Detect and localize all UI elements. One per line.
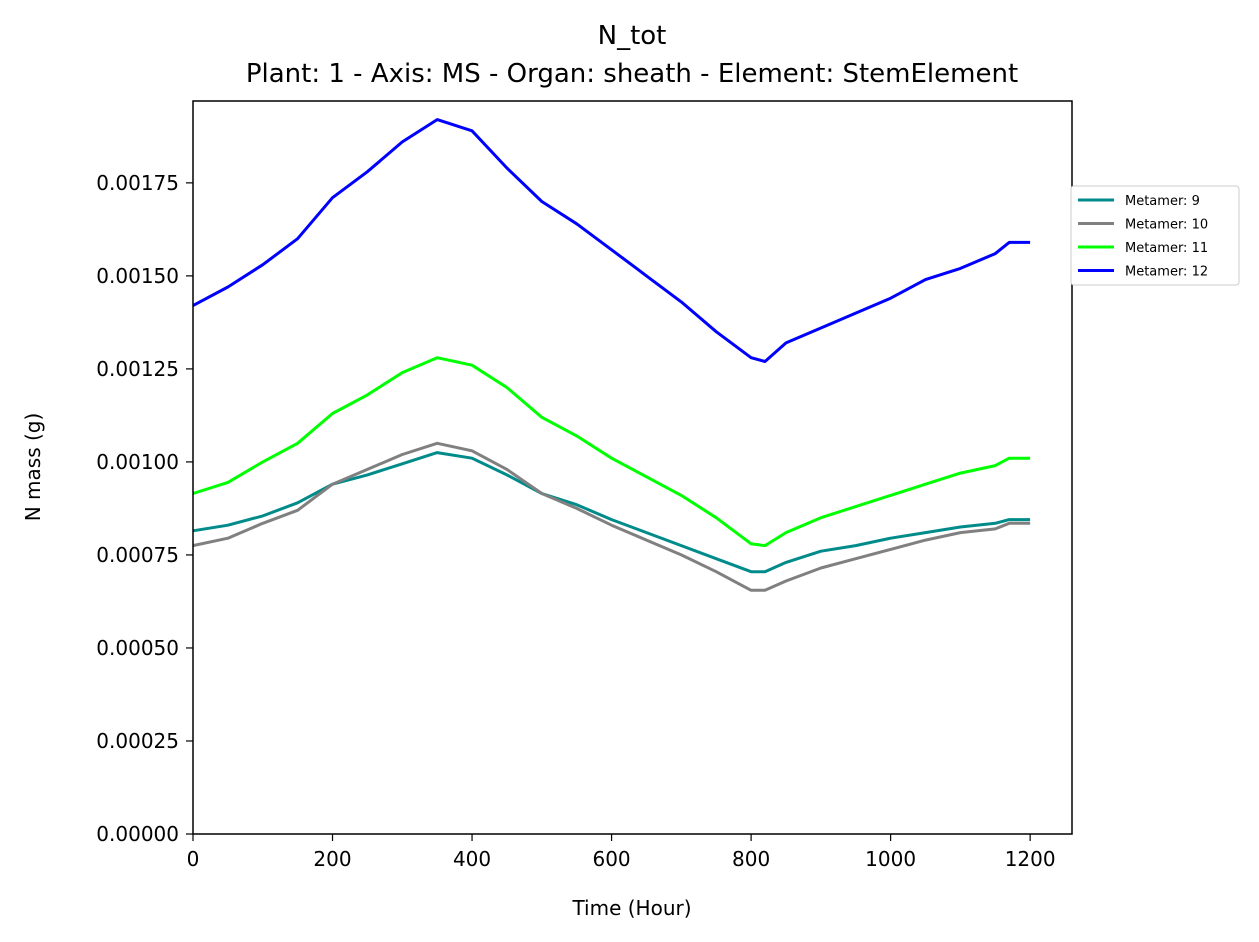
x-tick-label: 0 xyxy=(187,847,200,871)
chart-title: N_tot xyxy=(598,21,667,51)
x-axis-label: Time (Hour) xyxy=(571,896,691,920)
y-tick-label: 0.00150 xyxy=(96,264,179,288)
series-line-3 xyxy=(192,356,1031,548)
legend-label: Metamer: 11 xyxy=(1125,241,1208,256)
y-tick-label: 0.00000 xyxy=(96,822,179,846)
y-tick-label: 0.00050 xyxy=(96,636,179,660)
y-tick-label: 0.00075 xyxy=(96,543,179,567)
y-tick-label: 0.00125 xyxy=(96,357,179,381)
x-tick-label: 200 xyxy=(313,847,351,871)
chart-subtitle: Plant: 1 - Axis: MS - Organ: sheath - El… xyxy=(246,59,1018,89)
x-axis: 0 200 400 600 800 1000 1200 xyxy=(187,834,1056,871)
x-tick-label: 600 xyxy=(592,847,630,871)
series-line-2 xyxy=(192,441,1031,592)
legend-label: Metamer: 9 xyxy=(1125,194,1200,209)
x-tick-label: 800 xyxy=(732,847,770,871)
plot-frame xyxy=(192,100,1073,835)
legend-box xyxy=(1070,185,1240,286)
legend-label: Metamer: 12 xyxy=(1125,265,1208,280)
series-line-4 xyxy=(192,118,1031,363)
series-layer xyxy=(192,118,1031,592)
y-axis-label: N mass (g) xyxy=(21,413,45,522)
y-tick-label: 0.00025 xyxy=(96,729,179,753)
legend-label: Metamer: 10 xyxy=(1125,218,1208,233)
series-line-1 xyxy=(192,451,1031,574)
y-axis: 0.00000 0.00025 0.00050 0.00075 0.00100 0.001… xyxy=(96,171,193,846)
x-tick-label: 1200 xyxy=(1005,847,1056,871)
y-tick-label: 0.00175 xyxy=(96,171,179,195)
legend: Metamer: 9 Metamer: 10 Metamer: 11 Metamer:… xyxy=(1070,185,1240,286)
x-tick-label: 400 xyxy=(453,847,491,871)
y-tick-label: 0.00100 xyxy=(96,450,179,474)
x-tick-label: 1000 xyxy=(865,847,916,871)
